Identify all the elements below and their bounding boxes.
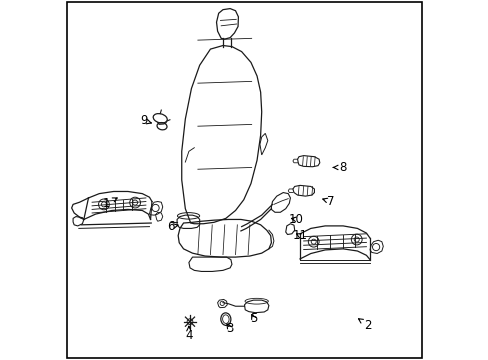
Text: 3: 3 — [226, 322, 233, 335]
Text: 5: 5 — [249, 311, 257, 325]
Text: 9: 9 — [140, 114, 151, 127]
Text: 7: 7 — [322, 195, 334, 208]
Text: 10: 10 — [288, 213, 304, 226]
Text: 6: 6 — [167, 220, 178, 233]
Text: 2: 2 — [358, 319, 371, 332]
Text: 4: 4 — [185, 326, 192, 342]
Text: 1: 1 — [102, 197, 117, 210]
Text: 8: 8 — [333, 161, 346, 174]
Text: 11: 11 — [292, 229, 307, 242]
